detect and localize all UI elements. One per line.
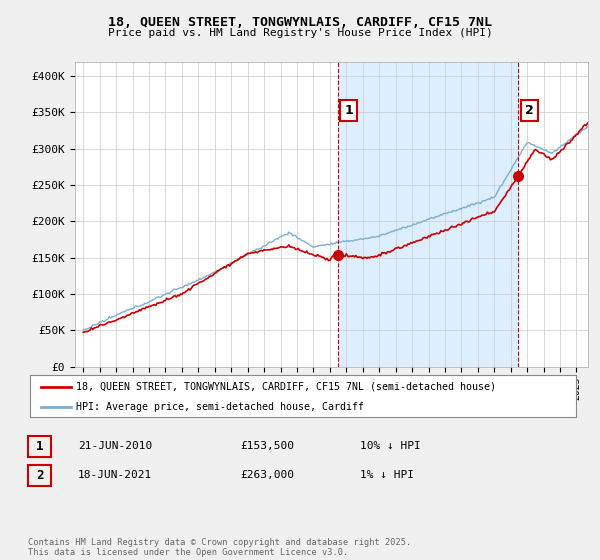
Text: Contains HM Land Registry data © Crown copyright and database right 2025.
This d: Contains HM Land Registry data © Crown c… [28, 538, 412, 557]
Text: HPI: Average price, semi-detached house, Cardiff: HPI: Average price, semi-detached house,… [76, 402, 364, 412]
Text: 1: 1 [36, 440, 43, 453]
Bar [338, 62, 518, 367]
Text: 2: 2 [525, 104, 534, 117]
Text: 21-JUN-2010: 21-JUN-2010 [78, 441, 152, 451]
Text: £263,000: £263,000 [240, 470, 294, 480]
Text: £153,500: £153,500 [240, 441, 294, 451]
Text: 18-JUN-2021: 18-JUN-2021 [78, 470, 152, 480]
Text: 1% ↓ HPI: 1% ↓ HPI [360, 470, 414, 480]
Text: 1: 1 [344, 104, 353, 117]
Text: Price paid vs. HM Land Registry's House Price Index (HPI): Price paid vs. HM Land Registry's House … [107, 28, 493, 38]
Text: 18, QUEEN STREET, TONGWYNLAIS, CARDIFF, CF15 7NL (semi-detached house): 18, QUEEN STREET, TONGWYNLAIS, CARDIFF, … [76, 382, 496, 392]
Text: 18, QUEEN STREET, TONGWYNLAIS, CARDIFF, CF15 7NL: 18, QUEEN STREET, TONGWYNLAIS, CARDIFF, … [108, 16, 492, 29]
Text: 2: 2 [36, 469, 43, 482]
Text: 10% ↓ HPI: 10% ↓ HPI [360, 441, 421, 451]
